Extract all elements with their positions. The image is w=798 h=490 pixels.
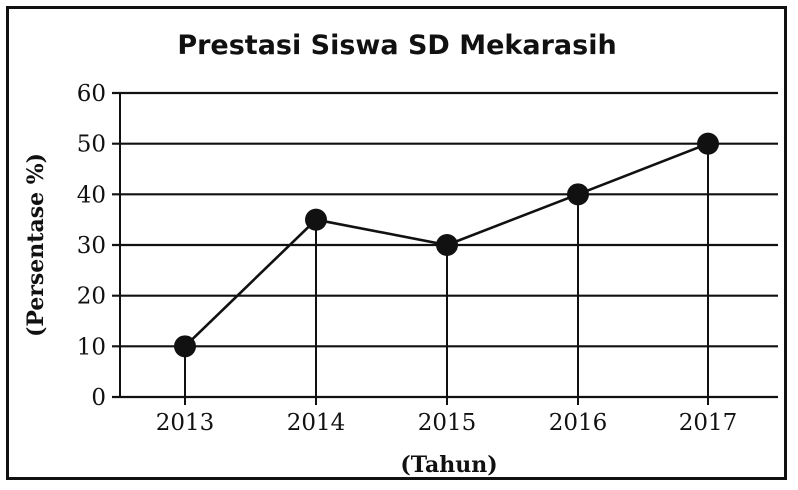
data-point (305, 208, 327, 231)
x-tick-label: 2013 (156, 410, 215, 436)
chart-frame (6, 6, 787, 480)
data-point (697, 132, 719, 155)
y-tick-label: 10 (77, 334, 106, 360)
y-tick-label: 30 (77, 233, 106, 259)
x-tick-label: 2017 (679, 410, 738, 436)
y-tick-label: 60 (77, 81, 106, 107)
data-point (567, 183, 589, 206)
y-tick-label: 40 (77, 182, 106, 208)
x-axis-label: (Tahun) (400, 452, 497, 478)
chart-title: Prestasi Siswa SD Mekarasih (177, 30, 616, 61)
data-point (174, 335, 196, 358)
y-tick-label: 0 (91, 385, 106, 411)
x-tick-label: 2015 (418, 410, 477, 436)
y-tick-label: 50 (77, 132, 106, 158)
x-tick-label: 2014 (287, 410, 346, 436)
y-tick-label: 20 (77, 284, 106, 310)
data-point (436, 234, 458, 256)
y-axis-label: (Persentase %) (23, 153, 49, 337)
x-tick-label: 2016 (549, 410, 608, 436)
